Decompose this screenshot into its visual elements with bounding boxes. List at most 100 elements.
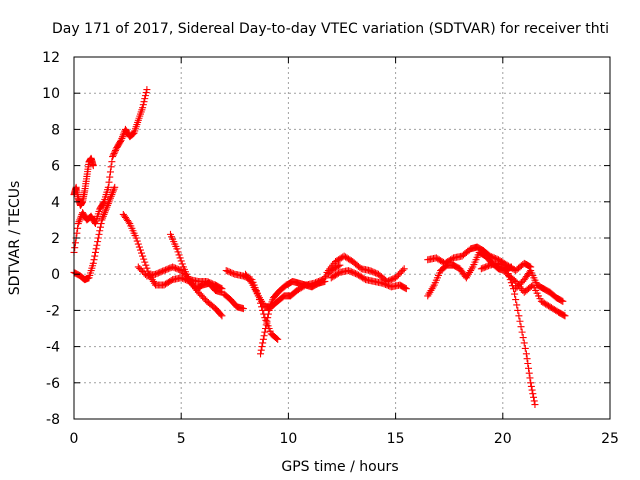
data-point [257, 350, 265, 358]
x-axis-label: GPS time / hours [281, 459, 398, 475]
data-point [97, 220, 105, 228]
series-track-2 [70, 154, 97, 209]
series-track-9 [257, 277, 329, 358]
x-tick-label: 10 [279, 431, 297, 447]
data-point [558, 297, 566, 305]
data-point [264, 310, 272, 318]
data-point [136, 246, 144, 254]
data-point [506, 264, 514, 272]
data-point [110, 150, 118, 158]
data-point [239, 305, 247, 313]
data-point [517, 323, 525, 331]
data-point [139, 104, 147, 112]
data-point [261, 328, 269, 336]
data-point [111, 183, 119, 191]
data-point [71, 244, 79, 252]
data-point [263, 317, 271, 325]
data-point [94, 234, 102, 242]
data-point [560, 311, 568, 319]
data-point [133, 237, 141, 245]
data-point [525, 369, 533, 377]
data-point [529, 390, 537, 398]
data-point [399, 266, 407, 274]
data-point [522, 350, 530, 358]
series-track-1 [70, 86, 151, 256]
data-point [74, 224, 82, 232]
data-point [71, 239, 79, 247]
data-point [218, 312, 226, 320]
data-point [125, 218, 133, 226]
data-point [89, 162, 97, 170]
y-tick-label: -4 [46, 340, 60, 356]
data-point [93, 241, 101, 249]
data-point [139, 252, 147, 260]
data-point [89, 259, 97, 267]
data-point [141, 92, 149, 100]
y-tick-label: 8 [51, 122, 60, 138]
x-tick-label: 15 [387, 431, 405, 447]
data-point [132, 234, 140, 242]
data-point [527, 379, 535, 387]
data-point [531, 401, 539, 409]
data-point [521, 344, 529, 352]
data-point [402, 285, 410, 293]
data-point [523, 355, 531, 363]
data-point [142, 261, 150, 269]
data-point [334, 262, 342, 270]
data-point [257, 346, 265, 354]
data-point [139, 101, 147, 109]
data-point [106, 168, 114, 176]
series-track-16 [503, 270, 569, 320]
data-point [141, 258, 149, 266]
chart-title: Day 171 of 2017, Sidereal Day-to-day VTE… [52, 21, 609, 37]
data-point [143, 264, 151, 272]
data-point [141, 95, 149, 103]
data-point [96, 223, 104, 231]
data-point [175, 251, 183, 259]
x-tick-label: 25 [601, 431, 619, 447]
data-point [140, 98, 148, 106]
data-point [264, 314, 272, 322]
data-point [259, 335, 267, 343]
series-track-6 [166, 230, 226, 296]
data-point [518, 328, 526, 336]
data-point [143, 86, 151, 94]
data-points [70, 86, 569, 409]
data-point [274, 335, 282, 343]
x-tick-label: 5 [177, 431, 186, 447]
data-point [527, 382, 535, 390]
data-point [507, 263, 515, 271]
y-tick-label: 6 [51, 159, 60, 175]
data-point [502, 265, 510, 273]
data-point [135, 243, 143, 251]
data-point [260, 332, 268, 340]
data-point [178, 260, 186, 268]
y-tick-label: -8 [46, 412, 60, 428]
series-track-17 [512, 267, 567, 305]
data-point [91, 252, 99, 260]
y-tick-label: 2 [51, 231, 60, 247]
data-point [400, 265, 408, 273]
data-point [91, 248, 99, 256]
data-point [512, 296, 520, 304]
data-point [92, 245, 100, 253]
data-point [259, 306, 267, 314]
data-point [524, 359, 532, 367]
y-tick-label: 12 [42, 50, 60, 66]
series-track-3 [70, 183, 119, 284]
data-point [111, 147, 119, 155]
data-point [515, 312, 523, 320]
data-point [108, 158, 116, 166]
data-point [259, 339, 267, 347]
data-point [95, 230, 103, 238]
data-point [134, 240, 142, 248]
data-point [273, 334, 281, 342]
grid [74, 57, 610, 419]
data-point [526, 374, 534, 382]
data-point [520, 339, 528, 347]
data-point [508, 282, 516, 290]
data-point [99, 199, 107, 207]
data-point [142, 89, 150, 97]
data-point [516, 317, 524, 325]
data-point [511, 290, 519, 298]
